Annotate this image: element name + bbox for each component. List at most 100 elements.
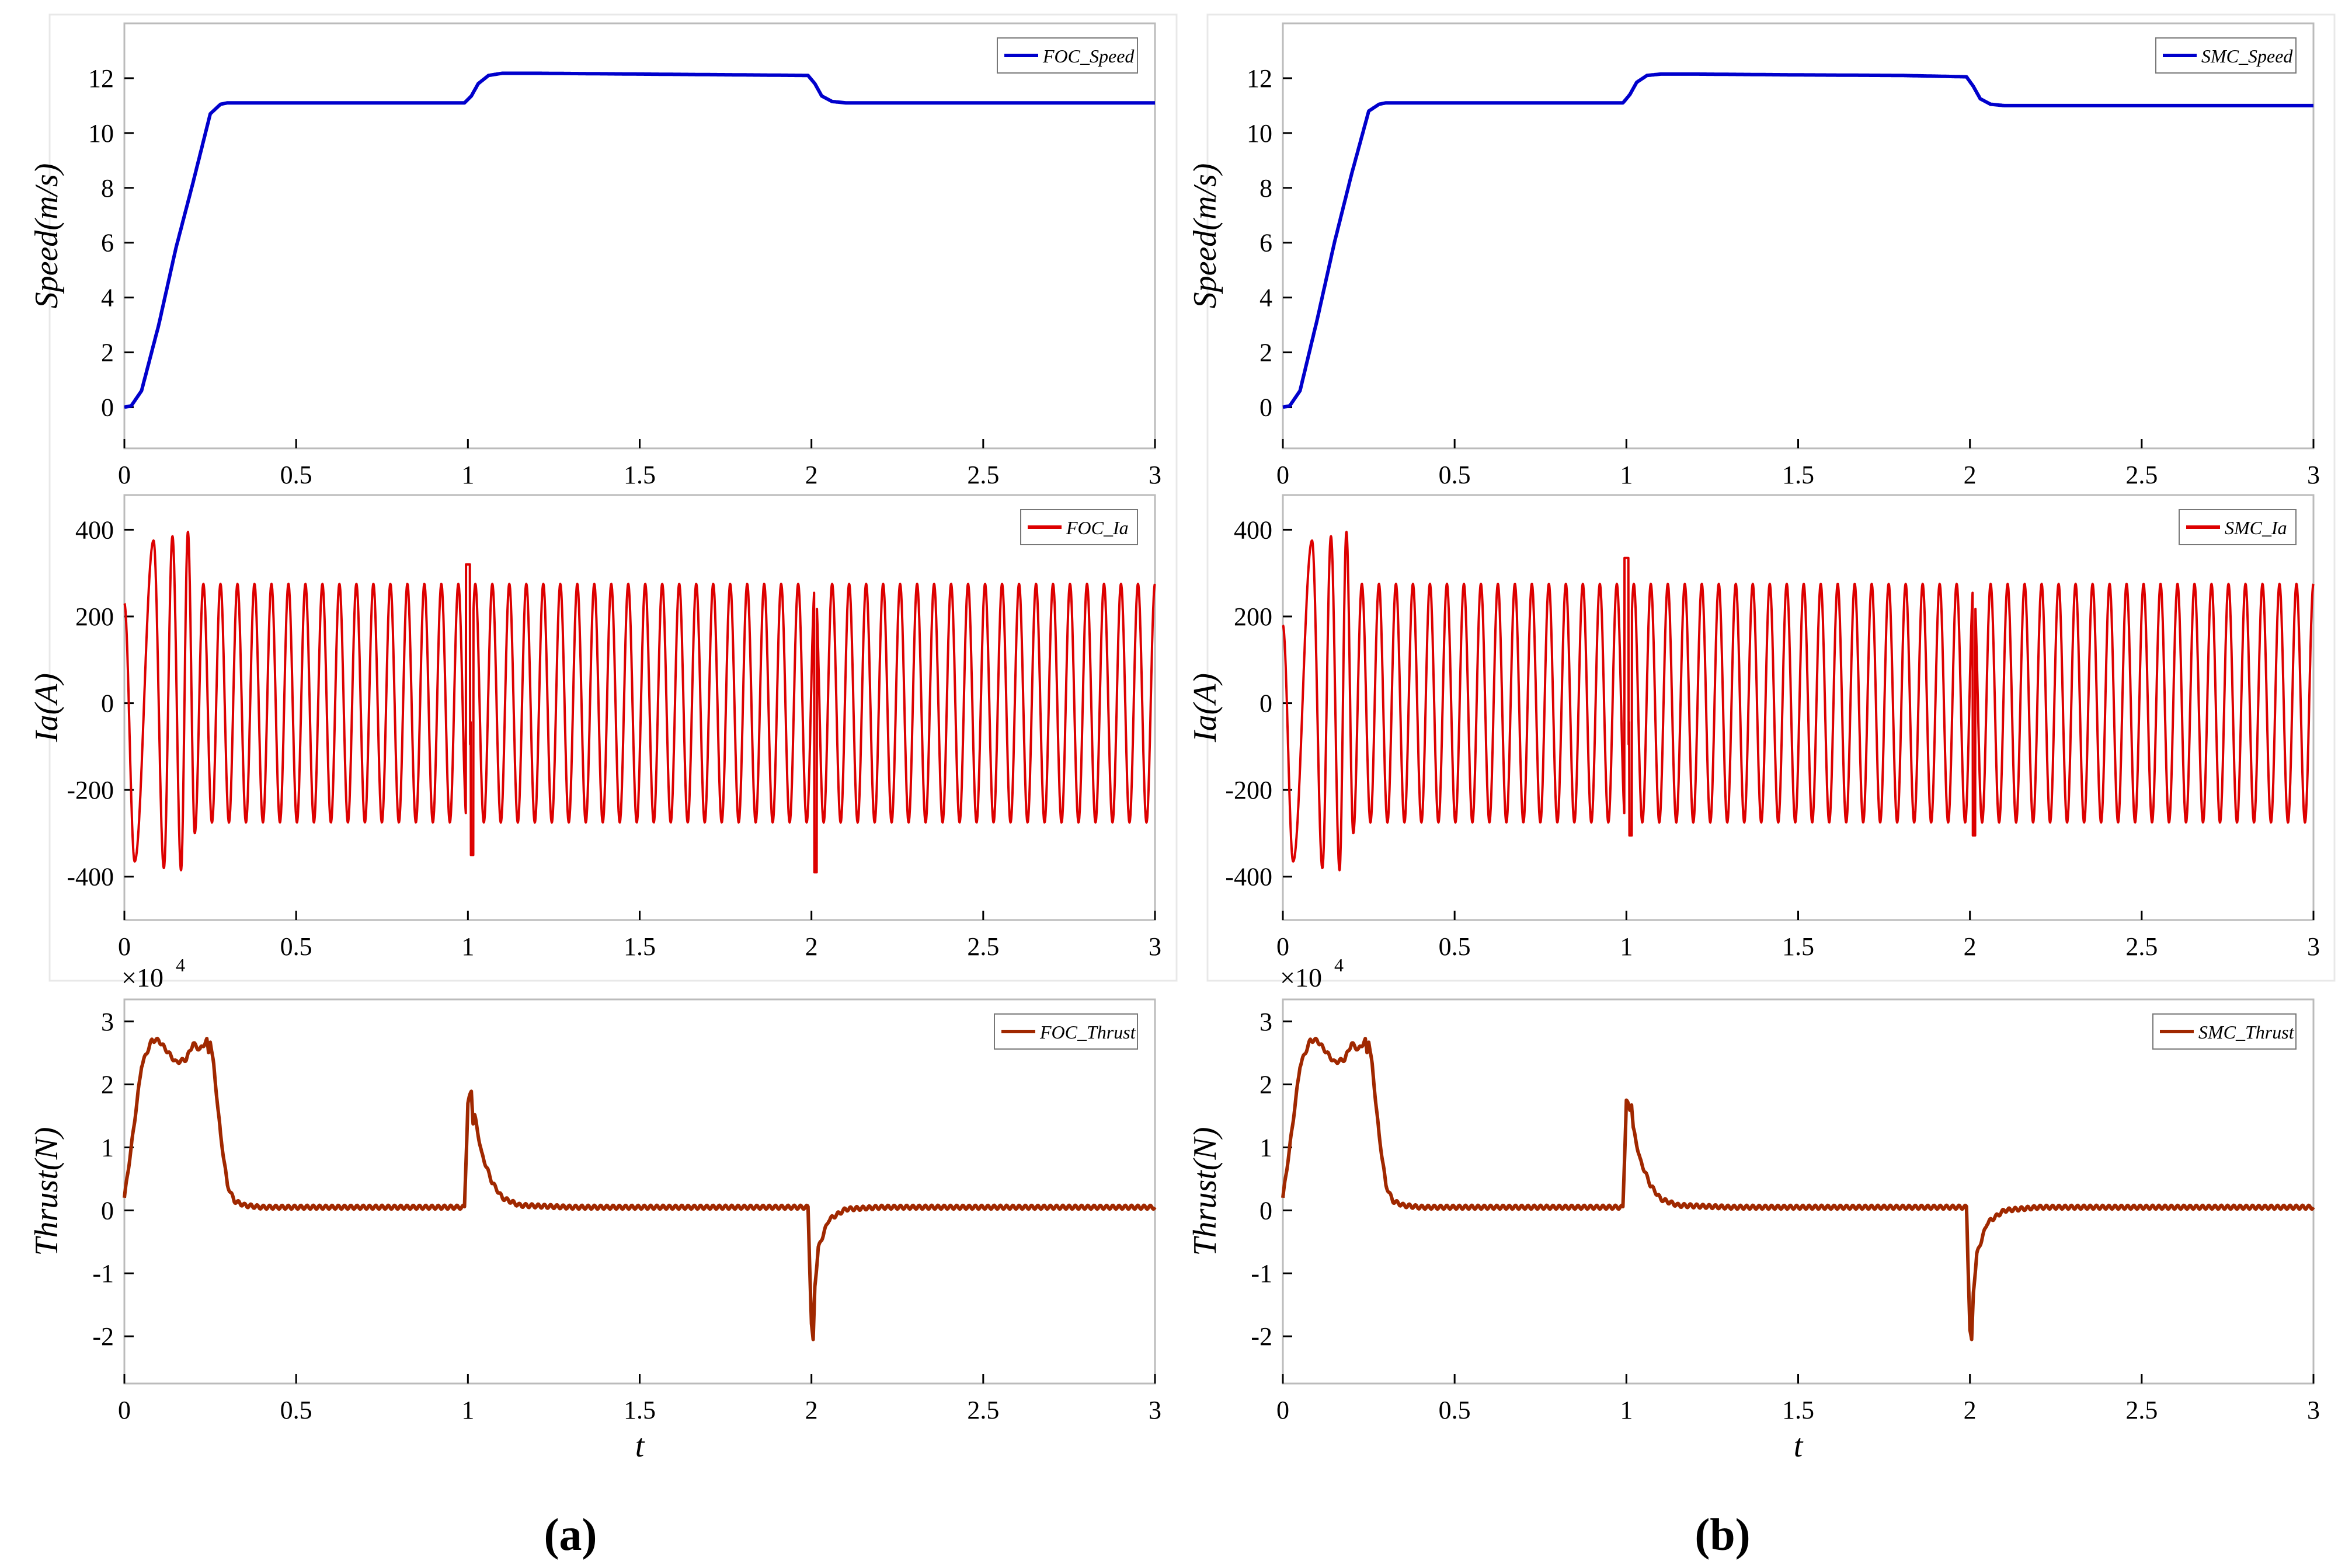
- y-tick-label-a-ia-0: -400: [67, 863, 114, 891]
- x-tick-label-b-speed-4: 2: [1964, 461, 1977, 489]
- y-label-a-speed: Speed(m/s): [29, 163, 65, 309]
- y-label-b-thrust: Thrust(N): [1187, 1127, 1223, 1256]
- chart-a-ia: 0 0.5 1 1.5 2 2.5 3 -400 -200 0 200 400 Ia(A) FOC_Ia: [29, 494, 1161, 961]
- y-tick-label-a-ia-3: 200: [75, 602, 114, 631]
- x-tick-label-b-speed-3: 1.5: [1782, 461, 1814, 489]
- y-tick-label-a-speed-3: 6: [101, 229, 114, 257]
- chart-b-ia: 0 0.5 1 1.5 2 2.5 3 -400 -200 0 200 400 Ia(A) SMC_Ia: [1187, 494, 2320, 961]
- y-tick-label-a-thrust-2: 0: [101, 1196, 114, 1225]
- x-tick-label-b-thrust-3: 1.5: [1782, 1396, 1814, 1424]
- series-line-a-ia: [123, 531, 1156, 874]
- x-tick-label-a-ia-3: 1.5: [624, 932, 656, 961]
- x-tick-label-a-ia-1: 0.5: [280, 932, 312, 961]
- y-tick-label-b-thrust-0: -2: [1251, 1322, 1272, 1351]
- x-tick-label-a-ia-6: 3: [1149, 932, 1161, 961]
- x-tick-label-b-ia-1: 0.5: [1439, 932, 1471, 961]
- y-label-b-ia: Ia(A): [1187, 673, 1223, 743]
- series-line-b-speed: [1282, 72, 2315, 409]
- series-line-b-thrust: [1281, 1036, 2315, 1341]
- x-tick-label-a-thrust-2: 1: [461, 1396, 474, 1424]
- x-tick-label-a-thrust-4: 2: [805, 1396, 818, 1424]
- x-tick-label-b-ia-4: 2: [1964, 932, 1977, 961]
- y-tick-label-a-ia-2: 0: [101, 689, 114, 718]
- x-tick-label-b-thrust-1: 0.5: [1439, 1396, 1471, 1424]
- panel-frame-a: [48, 13, 1178, 982]
- y-label-a-thrust: Thrust(N): [29, 1127, 65, 1256]
- y-tick-label-b-ia-3: 200: [1234, 602, 1272, 631]
- y-tick-label-b-ia-4: 400: [1234, 515, 1272, 544]
- y-tick-label-b-speed-2: 4: [1259, 284, 1272, 312]
- y-tick-label-b-ia-1: -200: [1225, 776, 1272, 804]
- y-tick-label-b-thrust-1: -1: [1251, 1259, 1272, 1288]
- x-tick-label-b-speed-2: 1: [1620, 461, 1633, 489]
- x-tick-label-a-thrust-3: 1.5: [624, 1396, 656, 1424]
- chart-b-speed: 0 0.5 1 1.5 2 2.5 3 0 2 4 6 8 10 12 Speed(m/s) SMC_Spee…: [1187, 22, 2320, 489]
- x-tick-label-a-speed-5: 2.5: [967, 461, 999, 489]
- x-tick-label-b-ia-0: 0: [1276, 932, 1289, 961]
- y-label-a-ia: Ia(A): [29, 673, 65, 743]
- x-tick-label-a-speed-4: 2: [805, 461, 818, 489]
- legend-label-a-ia: FOC_Ia: [1066, 517, 1129, 538]
- x-tick-label-b-thrust-4: 2: [1964, 1396, 1977, 1424]
- x-tick-label-b-ia-6: 3: [2307, 932, 2320, 961]
- series-line-a-thrust: [123, 1036, 1157, 1341]
- y-tick-label-b-thrust-3: 1: [1259, 1133, 1272, 1162]
- x-tick-label-b-ia-5: 2.5: [2125, 932, 2158, 961]
- y-tick-label-a-speed-5: 10: [88, 119, 114, 148]
- panel-frame-b: [1206, 13, 2336, 982]
- x-tick-label-a-ia-5: 2.5: [967, 932, 999, 961]
- y-tick-label-b-ia-0: -400: [1225, 863, 1272, 891]
- y-tick-label-b-speed-0: 0: [1259, 393, 1272, 422]
- legend-label-a-speed: FOC_Speed: [1042, 46, 1135, 67]
- x-tick-label-b-ia-2: 1: [1620, 932, 1633, 961]
- y-tick-label-a-thrust-3: 1: [101, 1133, 114, 1162]
- y-tick-label-a-thrust-1: -1: [92, 1259, 114, 1288]
- x-tick-label-a-speed-0: 0: [118, 461, 131, 489]
- panel-label-a: (a): [544, 1509, 597, 1560]
- y-tick-label-a-thrust-4: 2: [101, 1071, 114, 1099]
- y-tick-label-b-speed-5: 10: [1247, 119, 1272, 148]
- exponent-label-b-thrust: ×10: [1280, 963, 1322, 992]
- legend-label-b-thrust: SMC_Thrust: [2198, 1022, 2295, 1043]
- chart-b-thrust: 0 0.5 1 1.5 2 2.5 3 -2 -1 0 1 2 3 Thrust(N) t ×10 4 SMC_T…: [1187, 954, 2320, 1464]
- y-tick-label-a-ia-4: 400: [75, 515, 114, 544]
- legend-label-b-ia: SMC_Ia: [2225, 517, 2287, 538]
- series-line-b-ia: [1282, 531, 2315, 872]
- y-tick-label-b-thrust-4: 2: [1259, 1071, 1272, 1099]
- legend-box-a-ia: [1020, 509, 1138, 545]
- x-tick-label-b-ia-3: 1.5: [1782, 932, 1814, 961]
- x-tick-label-a-speed-2: 1: [461, 461, 474, 489]
- exponent-label-a-thrust: ×10: [121, 963, 163, 992]
- y-tick-label-a-thrust-5: 3: [101, 1008, 114, 1036]
- y-label-b-speed: Speed(m/s): [1187, 163, 1223, 309]
- y-tick-label-b-speed-4: 8: [1259, 174, 1272, 203]
- y-tick-label-a-speed-4: 8: [101, 174, 114, 203]
- x-tick-label-b-speed-6: 3: [2307, 461, 2320, 489]
- x-label-a-thrust: t: [635, 1428, 645, 1464]
- x-tick-label-b-speed-5: 2.5: [2125, 461, 2158, 489]
- x-tick-label-a-ia-2: 1: [461, 932, 474, 961]
- y-tick-label-b-ia-2: 0: [1259, 689, 1272, 718]
- y-tick-label-b-speed-6: 12: [1247, 64, 1272, 93]
- plot-area-a-thrust: [123, 998, 1156, 1385]
- x-tick-label-a-speed-1: 0.5: [280, 461, 312, 489]
- y-tick-label-a-speed-1: 2: [101, 339, 114, 367]
- legend-label-b-speed: SMC_Speed: [2201, 46, 2293, 67]
- y-tick-label-a-speed-0: 0: [101, 393, 114, 422]
- x-tick-label-a-thrust-1: 0.5: [280, 1396, 312, 1424]
- x-tick-label-b-thrust-5: 2.5: [2125, 1396, 2158, 1424]
- x-tick-label-b-thrust-0: 0: [1276, 1396, 1289, 1424]
- panels-container: 0 0.5 1 1.5 2 2.5 3024681012Speed(m/s)FOC_Spee…: [29, 13, 2336, 1464]
- x-tick-label-b-speed-0: 0: [1276, 461, 1289, 489]
- x-tick-label-a-thrust-0: 0: [118, 1396, 131, 1424]
- y-tick-label-b-thrust-2: 0: [1259, 1196, 1272, 1225]
- panel-label-b: (b): [1695, 1509, 1750, 1560]
- x-tick-label-b-speed-1: 0.5: [1439, 461, 1471, 489]
- x-tick-label-a-thrust-6: 3: [1149, 1396, 1161, 1424]
- y-tick-label-a-speed-2: 4: [101, 284, 114, 312]
- x-tick-label-a-thrust-5: 2.5: [967, 1396, 999, 1424]
- y-tick-label-a-ia-1: -200: [67, 776, 114, 804]
- legend-box-b-thrust: [2152, 1013, 2297, 1050]
- x-tick-label-a-ia-4: 2: [805, 932, 818, 961]
